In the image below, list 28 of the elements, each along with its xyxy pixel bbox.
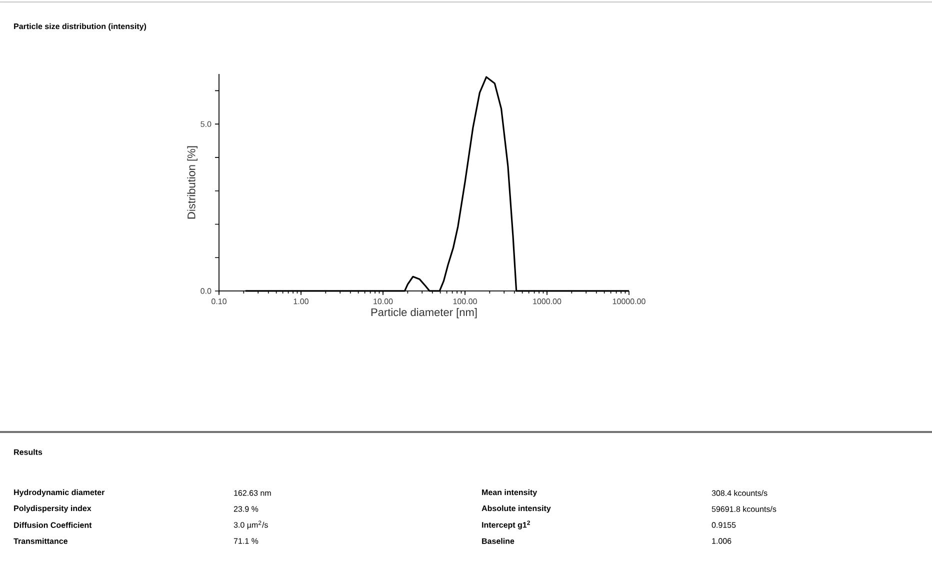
text: 23.9 %	[234, 506, 258, 512]
text: 59691.8 kcounts/s	[712, 506, 776, 512]
text: Polydispersity index	[14, 505, 92, 513]
x-tick-label: 10000.00	[612, 298, 646, 304]
text: Baseline	[482, 538, 514, 544]
text: Hydrodynamic diameter	[14, 489, 105, 497]
x-tick-label: 100.00	[453, 298, 477, 304]
text: Transmittance	[14, 538, 68, 544]
text: 308.4 kcounts/s	[712, 490, 768, 496]
x-tick-label: 1.00	[294, 298, 308, 304]
y-tick-label: 0.0	[200, 288, 212, 294]
text: 71.1 %	[234, 538, 258, 544]
text: 0.9155	[712, 522, 736, 528]
x-tick-label: 1000.00	[533, 298, 562, 304]
text: 162.63 nm	[234, 490, 271, 496]
text: Particle size distribution (intensity)	[14, 23, 146, 31]
x-axis-title: Particle diameter [nm]	[371, 308, 477, 318]
text: Diffusion Coefficient	[14, 522, 92, 528]
text: 3.0 µm$^{2}$/s	[234, 520, 268, 530]
x-tick-label: 0.10	[212, 298, 226, 304]
text: Results	[14, 449, 42, 455]
text: 1.006	[712, 538, 732, 544]
y-tick-label: 5.0	[200, 121, 212, 127]
text: Absolute intensity	[482, 505, 551, 513]
text: Mean intensity	[482, 489, 538, 497]
y-axis-title: Distribution [%]	[187, 146, 198, 219]
x-tick-label: 10.00	[374, 298, 393, 304]
text: Intercept g1$^{2}$	[482, 520, 530, 530]
